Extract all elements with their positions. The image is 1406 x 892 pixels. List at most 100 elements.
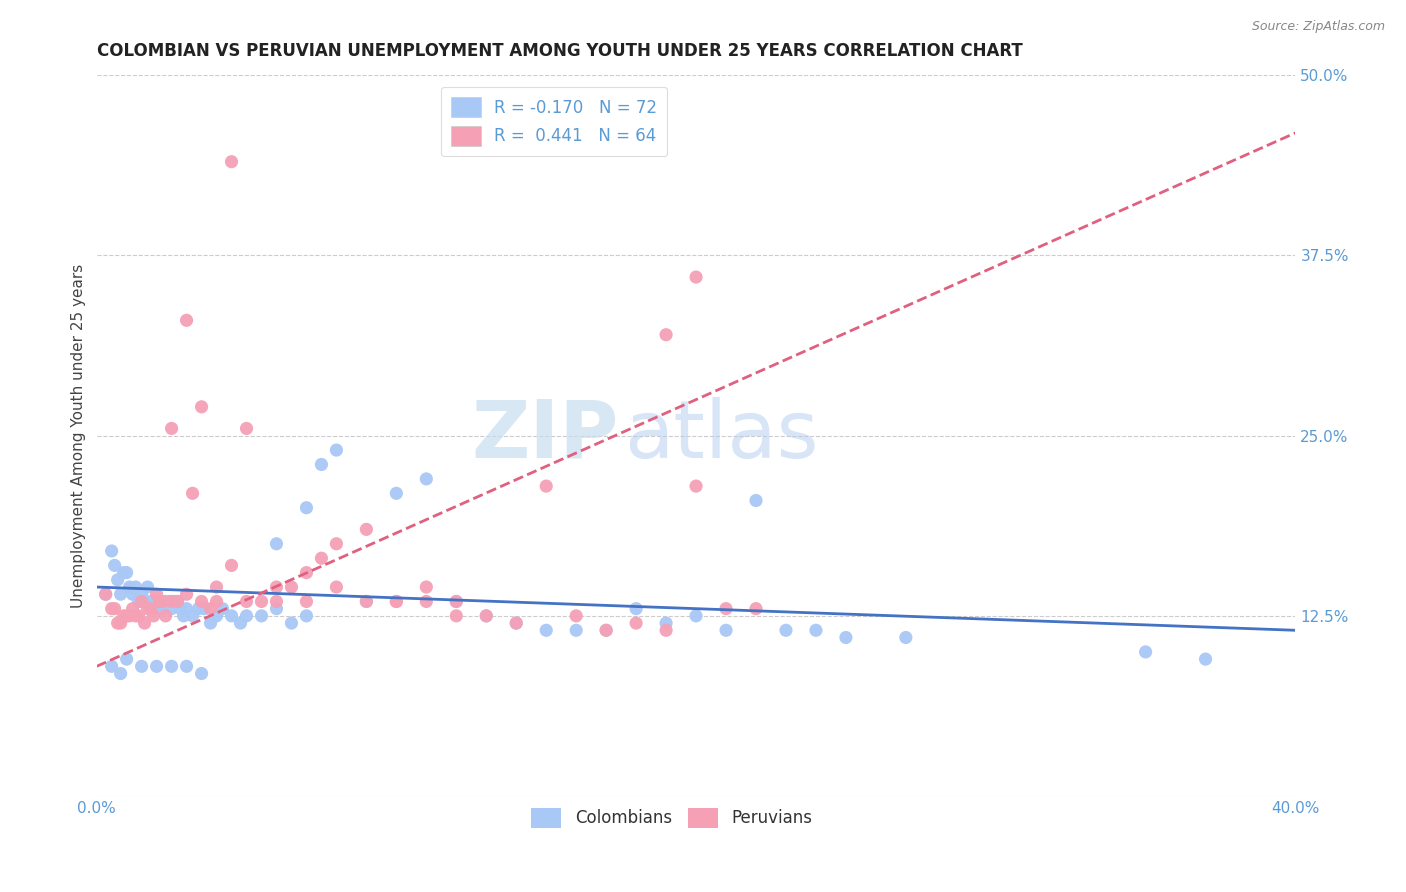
Point — [128, 608, 150, 623]
Point — [124, 580, 146, 594]
Point — [142, 608, 165, 623]
Point — [565, 624, 588, 638]
Point — [131, 594, 153, 608]
Point — [1194, 652, 1216, 666]
Point — [295, 594, 318, 608]
Point — [190, 666, 212, 681]
Point — [176, 659, 198, 673]
Point — [325, 443, 347, 458]
Point — [104, 558, 127, 573]
Point — [205, 594, 228, 608]
Point — [655, 624, 678, 638]
Point — [205, 608, 228, 623]
Point — [295, 608, 318, 623]
Point — [595, 624, 617, 638]
Point — [128, 594, 150, 608]
Point — [624, 601, 647, 615]
Point — [173, 608, 195, 623]
Point — [110, 587, 132, 601]
Point — [166, 594, 188, 608]
Text: Source: ZipAtlas.com: Source: ZipAtlas.com — [1251, 20, 1385, 33]
Point — [221, 558, 243, 573]
Point — [624, 616, 647, 631]
Point — [229, 616, 252, 631]
Y-axis label: Unemployment Among Youth under 25 years: Unemployment Among Youth under 25 years — [72, 263, 86, 607]
Point — [415, 472, 437, 486]
Point — [745, 493, 768, 508]
Point — [145, 659, 167, 673]
Point — [475, 608, 498, 623]
Point — [250, 608, 273, 623]
Point — [166, 594, 188, 608]
Point — [714, 624, 737, 638]
Point — [356, 594, 378, 608]
Text: COLOMBIAN VS PERUVIAN UNEMPLOYMENT AMONG YOUTH UNDER 25 YEARS CORRELATION CHART: COLOMBIAN VS PERUVIAN UNEMPLOYMENT AMONG… — [97, 42, 1022, 60]
Point — [121, 601, 143, 615]
Point — [235, 594, 257, 608]
Text: ZIP: ZIP — [471, 397, 619, 475]
Point — [124, 608, 146, 623]
Point — [415, 594, 437, 608]
Point — [145, 587, 167, 601]
Point — [104, 601, 127, 615]
Point — [149, 601, 172, 615]
Point — [655, 327, 678, 342]
Point — [169, 601, 191, 615]
Point — [595, 624, 617, 638]
Point — [804, 624, 827, 638]
Point — [112, 608, 135, 623]
Point — [311, 551, 333, 566]
Point — [385, 594, 408, 608]
Point — [295, 500, 318, 515]
Point — [325, 537, 347, 551]
Point — [176, 601, 198, 615]
Point — [152, 601, 174, 615]
Point — [235, 421, 257, 435]
Point — [446, 594, 468, 608]
Point — [685, 479, 707, 493]
Point — [118, 580, 141, 594]
Point — [115, 652, 138, 666]
Point — [176, 587, 198, 601]
Point — [745, 601, 768, 615]
Point — [155, 594, 177, 608]
Point — [152, 594, 174, 608]
Legend: Colombians, Peruvians: Colombians, Peruvians — [524, 801, 820, 835]
Point — [107, 616, 129, 631]
Point — [266, 594, 288, 608]
Point — [221, 154, 243, 169]
Point — [155, 608, 177, 623]
Point — [94, 587, 117, 601]
Point — [565, 608, 588, 623]
Point — [446, 608, 468, 623]
Point — [325, 580, 347, 594]
Point — [280, 580, 302, 594]
Point — [775, 624, 797, 638]
Point — [187, 601, 209, 615]
Point — [200, 616, 222, 631]
Point — [134, 616, 156, 631]
Point — [190, 594, 212, 608]
Point — [280, 616, 302, 631]
Point — [235, 608, 257, 623]
Point — [1135, 645, 1157, 659]
Point — [250, 594, 273, 608]
Point — [163, 594, 186, 608]
Point — [160, 659, 183, 673]
Point — [110, 666, 132, 681]
Point — [149, 594, 172, 608]
Point — [118, 608, 141, 623]
Point — [112, 566, 135, 580]
Point — [121, 587, 143, 601]
Text: atlas: atlas — [624, 397, 818, 475]
Point — [221, 608, 243, 623]
Point — [131, 659, 153, 673]
Point — [193, 601, 215, 615]
Point — [505, 616, 527, 631]
Point — [266, 537, 288, 551]
Point — [115, 566, 138, 580]
Point — [145, 594, 167, 608]
Point — [534, 479, 557, 493]
Point — [107, 573, 129, 587]
Point — [200, 601, 222, 615]
